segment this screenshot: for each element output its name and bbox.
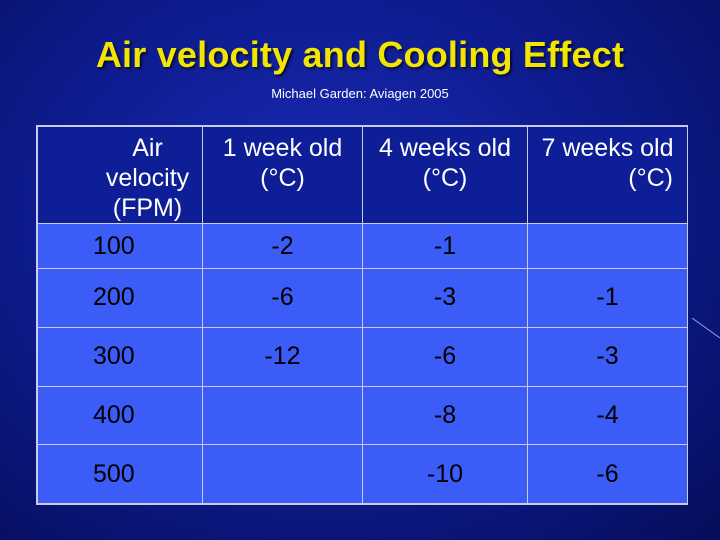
cooling-effect-table: Air velocity (FPM) 1 week old (°C) 4 wee…	[36, 125, 688, 505]
header-air-velocity: Air velocity (FPM)	[37, 126, 203, 224]
header-1-week: 1 week old (°C)	[202, 126, 363, 224]
cell-velocity: 200	[37, 268, 203, 328]
header-line1: Air velocity	[105, 134, 190, 192]
cell-1-week: -12	[202, 326, 363, 387]
table-row: 500 -10 -6	[37, 444, 688, 504]
header-line1: 1 week old	[222, 134, 343, 162]
header-line1: 7 weeks old	[541, 134, 674, 162]
cell-7-weeks: -6	[527, 444, 688, 504]
header-line2: (FPM)	[112, 194, 183, 222]
header-4-weeks: 4 weeks old (°C)	[362, 126, 528, 224]
cell-7-weeks: -1	[527, 268, 688, 328]
cell-1-week: -6	[202, 268, 363, 328]
table-row: 400 -8 -4	[37, 385, 688, 446]
cell-4-weeks: -6	[362, 326, 528, 387]
slide-title: Air velocity and Cooling Effect	[95, 34, 625, 75]
cell-velocity: 400	[37, 385, 203, 446]
table-row: 200 -6 -3 -1	[37, 268, 688, 328]
table-header-row: Air velocity (FPM) 1 week old (°C) 4 wee…	[37, 126, 688, 224]
cell-7-weeks	[527, 223, 688, 269]
cell-velocity: 100	[37, 223, 203, 269]
cell-velocity: 300	[37, 326, 203, 387]
table-row: 300 -12 -6 -3	[37, 326, 688, 387]
cell-4-weeks: -10	[362, 444, 528, 504]
cell-7-weeks: -4	[527, 385, 688, 446]
table-row: 100 -2 -1	[37, 223, 688, 269]
header-line2: (°C)	[260, 164, 305, 192]
cell-velocity: 500	[37, 444, 203, 504]
decorative-line	[691, 318, 720, 338]
cell-7-weeks: -3	[527, 326, 688, 387]
cell-1-week	[202, 385, 363, 446]
slide-subtitle: Michael Garden: Aviagen 2005	[271, 86, 449, 101]
header-7-weeks: 7 weeks old (°C)	[527, 126, 688, 224]
header-line1: 4 weeks old	[378, 134, 512, 162]
header-line2: (°C)	[422, 164, 468, 192]
cell-4-weeks: -8	[362, 385, 528, 446]
cell-4-weeks: -1	[362, 223, 528, 269]
header-line2: (°C)	[628, 164, 673, 192]
cell-1-week	[202, 444, 363, 504]
cell-1-week: -2	[202, 223, 363, 269]
cell-4-weeks: -3	[362, 268, 528, 328]
